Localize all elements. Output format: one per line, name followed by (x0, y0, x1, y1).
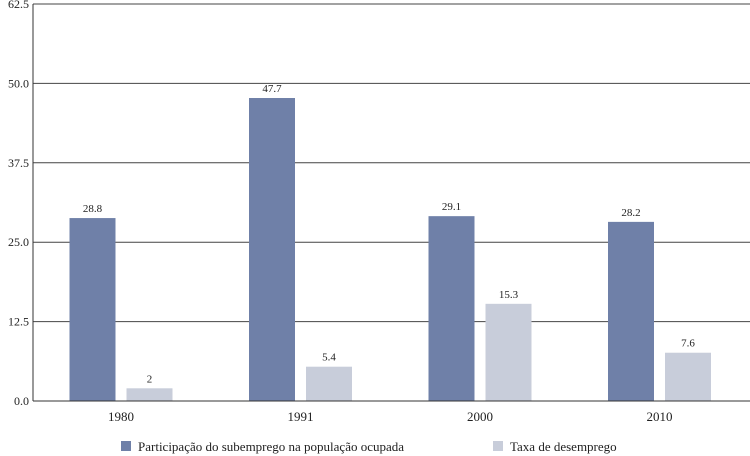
y-tick-label: 62.5 (8, 0, 29, 11)
bar-desemprego-1991 (306, 366, 352, 401)
bar-subemprego-1980 (69, 218, 116, 401)
data-label: 29.1 (442, 201, 461, 213)
data-label: 28.8 (83, 203, 103, 215)
x-tick-label: 2010 (647, 409, 673, 424)
legend-swatch-desemprego (493, 441, 503, 451)
y-tick-label: 25.0 (8, 235, 29, 249)
y-tick-label: 12.5 (8, 315, 29, 329)
y-axis-ticks: 0.0 12.5 25.0 37.5 50.0 62.5 (8, 0, 29, 408)
legend-label-desemprego: Taxa de desemprego (510, 439, 617, 454)
legend-label-subemprego: Participação do subemprego na população … (138, 439, 404, 454)
bar-desemprego-2000 (485, 303, 532, 401)
bar-desemprego-1980 (126, 388, 173, 401)
data-label: 28.2 (621, 207, 640, 219)
y-tick-label: 50.0 (8, 76, 29, 90)
data-label: 7.6 (681, 338, 695, 350)
data-label: 5.4 (322, 352, 336, 364)
legend-swatch-subemprego (121, 441, 131, 451)
x-axis-ticks: 1980 1991 2000 2010 (108, 409, 673, 424)
data-label: 47.7 (262, 83, 282, 95)
bar-subemprego-2010 (608, 221, 654, 401)
x-tick-label: 1991 (288, 409, 314, 424)
x-tick-label: 2000 (467, 409, 493, 424)
y-tick-label: 37.5 (8, 156, 29, 170)
y-tick-label: 0.0 (14, 394, 29, 408)
data-label: 2 (147, 373, 153, 385)
bar-subemprego-2000 (428, 216, 475, 401)
bars (69, 98, 711, 402)
legend: Participação do subemprego na população … (121, 439, 617, 454)
data-labels: 28.8 2 47.7 5.4 29.1 15.3 28.2 7.6 (83, 83, 696, 385)
x-tick-label: 1980 (108, 409, 134, 424)
bar-subemprego-1991 (249, 98, 295, 402)
data-label: 15.3 (499, 289, 519, 301)
bar-desemprego-2010 (665, 352, 711, 401)
